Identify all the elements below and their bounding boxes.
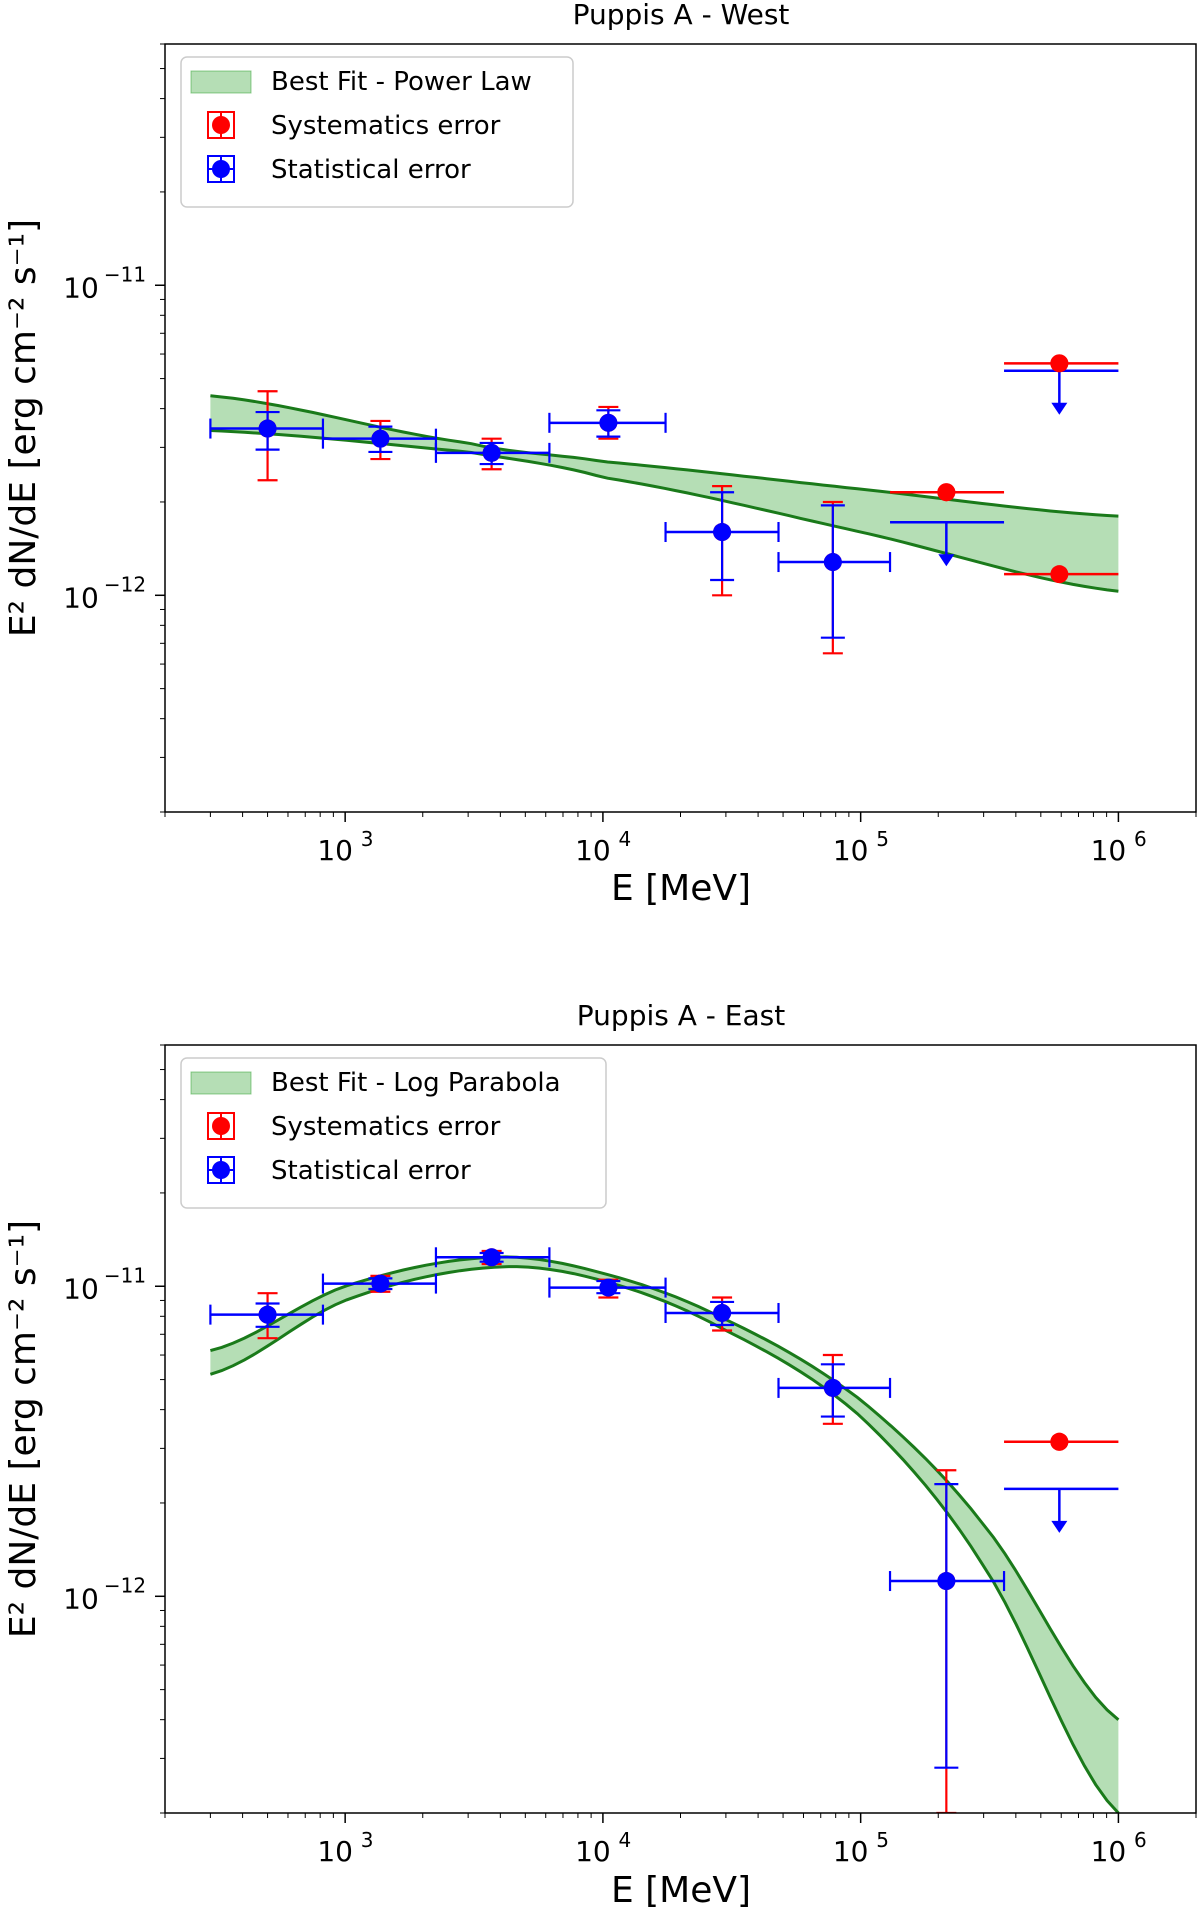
systematics-upper-limit-marker <box>937 483 956 502</box>
statistical-marker <box>713 523 732 542</box>
y-tick-label: 10 <box>63 271 99 304</box>
statistical-marker <box>599 413 618 432</box>
systematics-upper-limit-marker <box>1050 565 1069 584</box>
y-tick-label: 10 <box>63 1272 99 1305</box>
fit-band-upper-line <box>209 1255 1120 1721</box>
x-tick-label: 10 <box>833 1835 869 1868</box>
legend-box <box>180 56 574 208</box>
data-points-group <box>209 354 1119 655</box>
statistical-marker <box>258 1305 277 1324</box>
statistical-marker <box>599 1278 618 1297</box>
y-tick-exponent: −12 <box>104 1573 146 1597</box>
fit-band-lower-line <box>210 429 1119 593</box>
y-tick-exponent: −11 <box>104 262 146 286</box>
y-axis-label: E² dN/dE [erg cm⁻² s⁻¹] <box>3 219 44 637</box>
fit-band-group <box>209 1255 1120 1813</box>
legend-marker <box>212 1117 230 1135</box>
y-tick-exponent: −12 <box>104 572 146 596</box>
legend-label: Systematics error <box>271 1112 501 1142</box>
fit-band-fill <box>210 395 1119 592</box>
y-tick-label: 10 <box>63 581 99 614</box>
x-tick-label: 10 <box>317 1835 353 1868</box>
legend-label: Statistical error <box>271 1156 471 1186</box>
y-tick-label: 10 <box>63 1582 99 1615</box>
x-tick-label: 10 <box>1091 1835 1127 1868</box>
upper-limit-arrow-head <box>1051 402 1068 415</box>
legend-band-swatch <box>190 70 252 94</box>
x-tick-exponent: 5 <box>876 1828 889 1852</box>
statistical-marker <box>713 1303 732 1322</box>
x-tick-label: 10 <box>575 1835 611 1868</box>
statistical-errorbar <box>820 504 845 639</box>
x-tick-label: 10 <box>833 834 869 867</box>
legend-band-swatch <box>190 1071 252 1095</box>
x-tick-label: 10 <box>317 834 353 867</box>
legend-box <box>180 1057 607 1209</box>
statistical-marker <box>258 419 277 438</box>
upper-limit-arrow-head <box>1051 1520 1068 1533</box>
statistical-errorbar <box>934 1483 959 1769</box>
upper-limit-arrow-head <box>938 554 955 567</box>
plot-area-frame <box>164 1044 1197 1814</box>
x-tick-exponent: 6 <box>1134 827 1147 851</box>
plot-area-frame <box>164 43 1197 813</box>
legend-marker <box>212 160 230 178</box>
x-tick-label: 10 <box>1091 834 1127 867</box>
x-tick-exponent: 3 <box>361 1828 374 1852</box>
statistical-marker <box>937 1572 956 1591</box>
fit-band-fill <box>210 1256 1119 1813</box>
x-tick-exponent: 4 <box>619 1828 632 1852</box>
fit-band-lower-line <box>209 1265 1120 1813</box>
statistical-marker <box>823 1378 842 1397</box>
chart-title: Puppis A - East <box>577 999 785 1032</box>
y-axis-label: E² dN/dE [erg cm⁻² s⁻¹] <box>3 1220 44 1638</box>
x-tick-exponent: 3 <box>361 827 374 851</box>
x-tick-exponent: 6 <box>1134 1828 1147 1852</box>
x-tick-exponent: 5 <box>876 827 889 851</box>
statistical-marker <box>482 443 501 462</box>
legend-marker <box>212 1161 230 1179</box>
legend-label: Systematics error <box>271 111 501 141</box>
legend: Best Fit - Power Law Systematics error Sta… <box>180 56 574 208</box>
data-points-group <box>209 1247 1119 1813</box>
legend-label: Statistical error <box>271 155 471 185</box>
x-axis-label: E [MeV] <box>611 1870 751 1911</box>
legend-marker <box>212 116 230 134</box>
x-tick-label: 10 <box>575 834 611 867</box>
statistical-marker <box>482 1248 501 1267</box>
legend-label: Best Fit - Log Parabola <box>271 1068 561 1098</box>
legend-label: Best Fit - Power Law <box>271 67 532 97</box>
statistical-marker <box>371 1274 390 1293</box>
chart-title: Puppis A - West <box>573 0 790 31</box>
statistical-marker <box>823 553 842 572</box>
systematics-upper-limit-marker <box>1050 354 1069 373</box>
x-axis-label: E [MeV] <box>611 868 751 909</box>
fit-band-group <box>210 394 1119 593</box>
statistical-marker <box>371 429 390 448</box>
x-tick-exponent: 4 <box>619 827 632 851</box>
legend: Best Fit - Log Parabola Systematics error… <box>180 1057 607 1209</box>
fit-band-upper-line <box>210 394 1119 518</box>
systematics-upper-limit-marker <box>1050 1432 1069 1451</box>
y-tick-exponent: −11 <box>104 1263 146 1287</box>
